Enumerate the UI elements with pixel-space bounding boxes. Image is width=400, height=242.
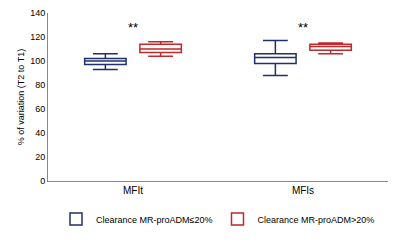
svg-text:MFIt: MFIt — [123, 185, 143, 196]
svg-text:140: 140 — [30, 8, 45, 18]
svg-text:100: 100 — [30, 56, 45, 66]
svg-text:**: ** — [298, 20, 308, 35]
svg-text:20: 20 — [35, 152, 45, 162]
svg-text:0: 0 — [40, 176, 45, 186]
svg-text:60: 60 — [35, 104, 45, 114]
svg-text:% of variation (T2 to T1): % of variation (T2 to T1) — [16, 49, 26, 145]
svg-text:MFIs: MFIs — [292, 185, 314, 196]
svg-text:Clearance MR-proADM≤20%: Clearance MR-proADM≤20% — [96, 215, 212, 225]
svg-text:40: 40 — [35, 128, 45, 138]
svg-text:**: ** — [128, 20, 138, 35]
svg-text:Clearance MR-proADM>20%: Clearance MR-proADM>20% — [257, 215, 374, 225]
svg-text:80: 80 — [35, 80, 45, 90]
svg-text:120: 120 — [30, 32, 45, 42]
